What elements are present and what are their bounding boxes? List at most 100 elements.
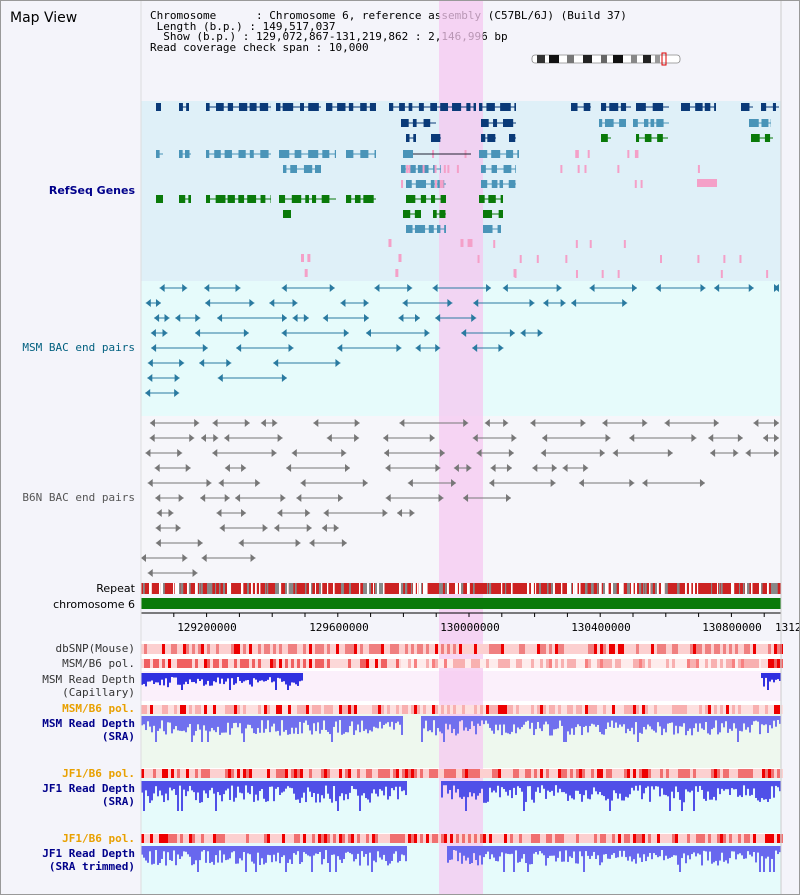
depth-bar bbox=[393, 716, 395, 730]
heat-cell bbox=[504, 834, 507, 843]
heat-cell bbox=[708, 834, 711, 843]
heat-cell bbox=[444, 705, 447, 714]
depth-bar bbox=[689, 846, 691, 860]
selection-highlight[interactable] bbox=[439, 1, 483, 894]
heat-cell bbox=[351, 659, 354, 668]
refseq-gene-models[interactable] bbox=[156, 103, 779, 278]
depth-bar bbox=[287, 716, 289, 735]
heat-cell bbox=[342, 659, 345, 668]
depth-bar bbox=[451, 781, 453, 800]
heat-cell bbox=[381, 769, 384, 778]
heat-cell bbox=[693, 769, 696, 778]
depth-bar bbox=[507, 846, 509, 854]
heat-cell bbox=[192, 644, 195, 654]
heat-cell bbox=[219, 644, 222, 654]
heat-cell bbox=[399, 644, 402, 654]
depth-bar bbox=[655, 846, 657, 856]
depth-bar bbox=[187, 781, 189, 792]
heat-cell bbox=[627, 705, 630, 714]
heat-cell bbox=[240, 769, 243, 778]
repeat-mark bbox=[685, 583, 687, 594]
gene-exon bbox=[279, 150, 290, 158]
repeat-mark bbox=[569, 583, 572, 594]
depth-bar bbox=[389, 716, 391, 727]
heat-cell bbox=[306, 769, 309, 778]
depth-bar bbox=[453, 846, 455, 851]
heat-cell bbox=[228, 659, 231, 668]
heat-cell bbox=[393, 659, 396, 668]
depth-bar bbox=[443, 781, 445, 786]
heat-cell bbox=[627, 644, 630, 654]
heat-cell bbox=[216, 644, 219, 654]
depth-bar bbox=[271, 716, 273, 727]
depth-bar bbox=[159, 781, 161, 791]
depth-bar bbox=[753, 846, 755, 853]
heat-cell bbox=[699, 644, 702, 654]
depth-bar bbox=[739, 716, 741, 731]
depth-bar bbox=[269, 781, 271, 787]
depth-bar bbox=[283, 781, 285, 792]
heat-cell bbox=[582, 705, 585, 714]
heat-cell bbox=[630, 644, 633, 654]
heat-cell bbox=[369, 705, 372, 714]
heat-cell bbox=[342, 834, 345, 843]
heat-cell bbox=[687, 705, 690, 714]
bac-end bbox=[204, 284, 210, 292]
gene-exon bbox=[420, 195, 427, 203]
depth-bar bbox=[209, 673, 211, 686]
depth-bar bbox=[647, 846, 649, 857]
depth-bar bbox=[177, 846, 179, 855]
heat-cell bbox=[471, 644, 474, 654]
msm-bac-pairs[interactable] bbox=[145, 284, 779, 397]
refseq-track-label: RefSeq Genes bbox=[48, 184, 135, 197]
depth-bar bbox=[519, 716, 521, 730]
heat-cell bbox=[390, 769, 393, 778]
heat-cell bbox=[606, 705, 609, 714]
b6n-bac-pairs[interactable] bbox=[141, 419, 779, 577]
gene-exon bbox=[363, 195, 374, 203]
depth-bar bbox=[193, 673, 195, 682]
gene-exon bbox=[308, 103, 319, 111]
chromosome-ideogram[interactable] bbox=[531, 52, 681, 66]
heat-cell bbox=[447, 769, 450, 778]
depth-bar bbox=[769, 781, 771, 799]
depth-bar bbox=[183, 846, 185, 852]
heat-cell bbox=[540, 769, 543, 778]
depth-bar bbox=[231, 716, 233, 729]
depth-bar bbox=[187, 673, 189, 684]
depth-bar bbox=[183, 673, 185, 685]
gene-exon bbox=[491, 165, 498, 173]
heat-cell bbox=[228, 769, 231, 778]
heat-cell bbox=[672, 644, 675, 654]
heat-cell bbox=[549, 644, 552, 654]
heat-cell bbox=[168, 659, 171, 668]
heat-cell bbox=[618, 705, 621, 714]
heat-cell bbox=[564, 644, 567, 654]
bac-end bbox=[532, 464, 538, 472]
heat-cell bbox=[639, 834, 642, 843]
heat-cell bbox=[345, 705, 348, 714]
depth-bar bbox=[191, 673, 193, 683]
heat-cell bbox=[546, 769, 549, 778]
bac-end bbox=[399, 419, 405, 427]
heat-cell bbox=[675, 769, 678, 778]
heat-cell bbox=[744, 834, 747, 843]
heat-cell bbox=[222, 705, 225, 714]
heat-cell bbox=[636, 644, 639, 654]
repeat-mark bbox=[311, 583, 313, 594]
depth-bar bbox=[769, 673, 771, 682]
heat-cell bbox=[582, 769, 585, 778]
heat-cell bbox=[240, 644, 243, 654]
repeat-mark bbox=[195, 583, 198, 594]
depth-bar bbox=[391, 846, 393, 861]
heat-cell bbox=[318, 659, 321, 668]
heat-cell bbox=[192, 659, 195, 668]
bac-end bbox=[341, 539, 347, 547]
depth-bar bbox=[467, 716, 469, 731]
depth-bar bbox=[731, 781, 733, 789]
depth-bar bbox=[401, 781, 403, 792]
depth-bar bbox=[757, 716, 759, 722]
depth-bar bbox=[219, 846, 221, 851]
depth-bar bbox=[389, 846, 391, 864]
